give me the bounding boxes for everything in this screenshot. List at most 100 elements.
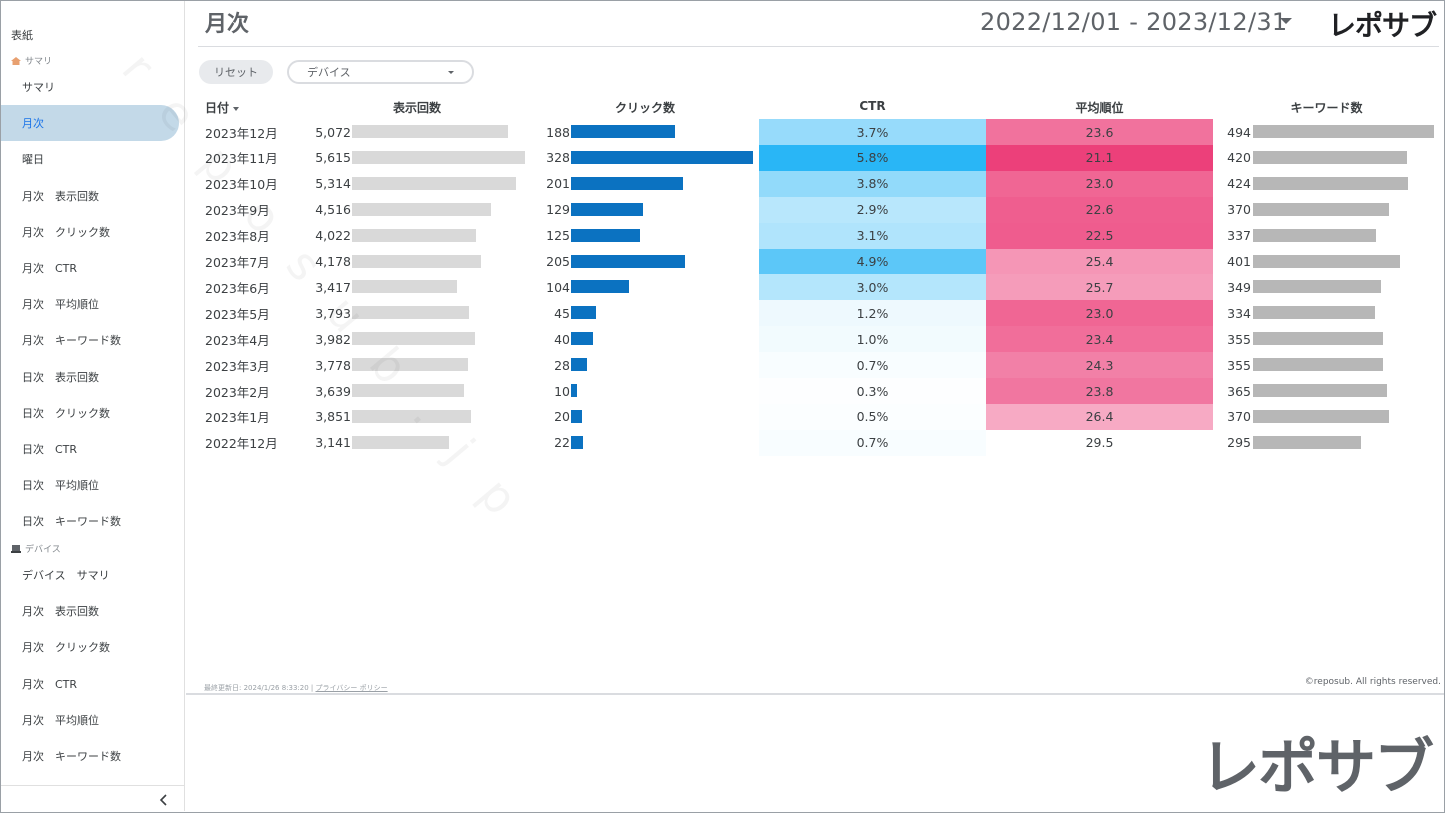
- sidebar-item[interactable]: 日次 平均順位: [22, 479, 99, 493]
- cell-ctr: 2.9%: [759, 196, 986, 223]
- column-header-keywords[interactable]: キーワード数: [1290, 101, 1363, 115]
- device-filter-label: デバイス: [307, 66, 351, 79]
- table-row[interactable]: 2023年6月 3,417 104 3.0% 25.7 349: [199, 274, 1440, 301]
- cell-ctr: 4.9%: [759, 248, 986, 275]
- table-row[interactable]: 2023年12月 5,072 188 3.7% 23.6 494: [199, 119, 1440, 145]
- chevron-left-icon[interactable]: [159, 794, 169, 806]
- sidebar-item[interactable]: 日次 キーワード数: [22, 515, 121, 529]
- cell-position: 22.6: [986, 196, 1213, 223]
- table-row[interactable]: 2023年3月 3,778 28 0.7% 24.3 355: [199, 352, 1440, 379]
- cell-date: 2023年5月: [205, 306, 270, 322]
- sidebar-item-cover[interactable]: 表紙: [11, 29, 33, 42]
- clicks-bar: [571, 280, 629, 294]
- impressions-bar: [352, 358, 469, 372]
- brand-logo: レポサブ: [1328, 9, 1437, 42]
- cell-ctr: 0.7%: [759, 429, 986, 456]
- cell-ctr: 3.7%: [759, 119, 986, 145]
- cell-date: 2023年9月: [205, 203, 270, 219]
- table-row[interactable]: 2023年8月 4,022 125 3.1% 22.5 337: [199, 222, 1440, 249]
- date-range-picker[interactable]: 2022/12/01 - 2023/12/31: [980, 8, 1288, 36]
- sidebar-item[interactable]: 日次 表示回数: [22, 370, 99, 384]
- sidebar-item[interactable]: 月次: [1, 105, 179, 142]
- header-divider: [198, 46, 1439, 47]
- sidebar-item[interactable]: 曜日: [22, 153, 44, 167]
- table-row[interactable]: 2023年11月 5,615 328 5.8% 21.1 420: [199, 144, 1440, 171]
- cell-clicks: 28: [554, 357, 570, 373]
- cell-clicks: 45: [554, 305, 570, 321]
- copyright: ©reposub. All rights reserved.: [1304, 677, 1441, 687]
- sidebar-item[interactable]: 月次 CTR: [22, 677, 78, 691]
- cell-clicks: 40: [554, 331, 570, 347]
- sidebar-item[interactable]: 月次 平均順位: [22, 713, 99, 727]
- column-header-impressions[interactable]: 表示回数: [392, 101, 441, 115]
- cell-ctr: 0.3%: [759, 378, 986, 404]
- cell-keywords: 349: [1227, 279, 1251, 295]
- table-row[interactable]: 2022年12月 3,141 22 0.7% 29.5 295: [199, 429, 1440, 456]
- clicks-bar: [571, 306, 596, 320]
- cell-clicks: 188: [546, 124, 570, 140]
- sidebar-item[interactable]: 日次 CTR: [22, 443, 78, 456]
- reset-button[interactable]: リセット: [199, 60, 273, 84]
- device-filter-dropdown[interactable]: デバイス: [287, 60, 474, 84]
- table-row[interactable]: 2023年9月 4,516 129 2.9% 22.6 370: [199, 196, 1440, 223]
- impressions-bar: [352, 435, 449, 449]
- footer-separator: |: [310, 684, 316, 692]
- home-icon: [11, 56, 21, 65]
- cell-impressions: 5,072: [315, 124, 351, 140]
- cell-keywords: 370: [1227, 202, 1251, 218]
- sidebar-item[interactable]: 月次 平均順位: [22, 298, 99, 312]
- cell-impressions: 5,314: [315, 176, 351, 192]
- cell-date: 2023年10月: [205, 177, 278, 193]
- cell-clicks: 125: [546, 228, 570, 244]
- privacy-policy-link[interactable]: プライバシー ポリシー: [315, 684, 388, 692]
- cell-impressions: 4,516: [315, 202, 351, 218]
- cell-date: 2023年4月: [205, 332, 270, 348]
- cell-position: 23.8: [986, 378, 1213, 404]
- table-row[interactable]: 2023年5月 3,793 45 1.2% 23.0 334: [199, 300, 1440, 327]
- cell-clicks: 104: [546, 279, 570, 295]
- column-header-clicks[interactable]: クリック数: [614, 101, 675, 115]
- keywords-bar: [1253, 176, 1409, 190]
- cell-clicks: 20: [554, 409, 570, 425]
- cell-date: 2023年3月: [205, 358, 270, 374]
- keywords-bar: [1253, 228, 1377, 242]
- impressions-bar: [352, 202, 492, 216]
- cell-impressions: 3,793: [315, 305, 351, 321]
- last-updated: 最終更新日: 2024/1/26 8:33:20: [204, 684, 309, 692]
- sidebar-section-device: デバイス: [11, 542, 61, 555]
- cell-impressions: 5,615: [315, 150, 351, 166]
- table-row[interactable]: 2023年1月 3,851 20 0.5% 26.4 370: [199, 403, 1440, 430]
- table-row[interactable]: 2023年4月 3,982 40 1.0% 23.4 355: [199, 326, 1440, 353]
- sidebar-item[interactable]: 月次 表示回数: [22, 605, 99, 619]
- cell-keywords: 355: [1227, 357, 1251, 373]
- cell-position: 25.4: [986, 248, 1213, 275]
- clicks-bar: [571, 202, 643, 216]
- sidebar-item[interactable]: サマリ: [22, 81, 55, 94]
- sidebar-item[interactable]: 月次 キーワード数: [22, 750, 121, 763]
- column-header-date[interactable]: 日付: [205, 99, 240, 116]
- sidebar-item[interactable]: 月次 キーワード数: [22, 334, 121, 348]
- sidebar-item[interactable]: 月次 表示回数: [22, 189, 99, 203]
- clicks-bar: [571, 176, 683, 190]
- impressions-bar: [352, 280, 458, 294]
- impressions-bar: [352, 125, 509, 138]
- cell-position: 21.1: [986, 144, 1213, 171]
- cell-date: 2023年2月: [205, 384, 270, 400]
- sidebar-item[interactable]: 日次 クリック数: [22, 406, 110, 420]
- cell-keywords: 337: [1227, 228, 1251, 244]
- table-row[interactable]: 2023年10月 5,314 201 3.8% 23.0 424: [199, 170, 1440, 197]
- caret-down-icon[interactable]: [1280, 18, 1292, 24]
- keywords-bar: [1253, 384, 1387, 397]
- column-header-position[interactable]: 平均順位: [1075, 101, 1124, 115]
- sidebar-item[interactable]: 月次 CTR: [22, 262, 78, 275]
- sidebar-item[interactable]: 月次 クリック数: [22, 641, 110, 655]
- footer-divider: [186, 693, 1444, 695]
- sidebar-item[interactable]: デバイス サマリ: [22, 569, 110, 582]
- table-row[interactable]: 2023年2月 3,639 10 0.3% 23.8 365: [199, 378, 1440, 404]
- keywords-bar: [1253, 150, 1407, 164]
- cell-keywords: 370: [1227, 409, 1251, 425]
- table-row[interactable]: 2023年7月 4,178 205 4.9% 25.4 401: [199, 248, 1440, 275]
- column-header-ctr[interactable]: CTR: [859, 99, 886, 113]
- column-header-date-label: 日付: [205, 101, 230, 115]
- sidebar-item[interactable]: 月次 クリック数: [22, 225, 110, 239]
